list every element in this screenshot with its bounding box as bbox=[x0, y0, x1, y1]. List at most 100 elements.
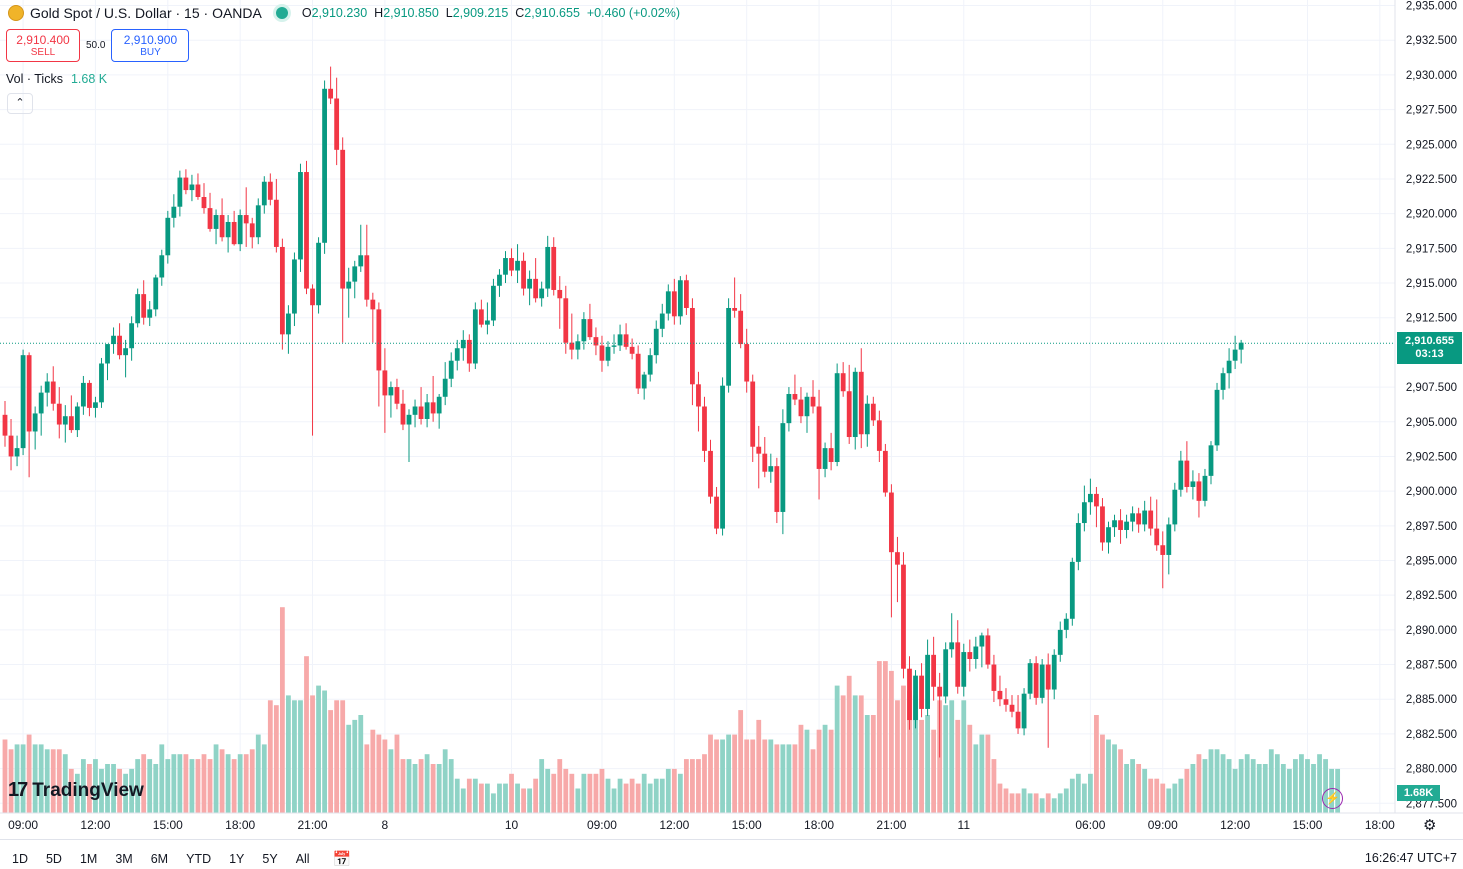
volume-bar bbox=[111, 764, 116, 813]
volume-bar bbox=[521, 788, 526, 813]
volume-bar bbox=[243, 754, 249, 813]
volume-bar bbox=[1136, 764, 1142, 813]
volume-bar bbox=[1075, 773, 1081, 813]
volume-bar bbox=[44, 749, 50, 813]
volume-bar bbox=[1311, 764, 1316, 813]
change-value: +0.460 (+0.02%) bbox=[586, 6, 680, 20]
volume-bar bbox=[629, 778, 635, 813]
volume-bar bbox=[907, 690, 912, 813]
candle-body bbox=[665, 291, 671, 314]
range-3m[interactable]: 3M bbox=[115, 851, 133, 866]
candle-body bbox=[454, 348, 460, 361]
volume-bar bbox=[919, 719, 924, 813]
candle-body bbox=[388, 387, 394, 396]
volume-legend[interactable]: Vol · Ticks 1.68 K bbox=[6, 72, 107, 86]
sell-label: SELL bbox=[30, 47, 56, 58]
candle-body bbox=[394, 387, 400, 404]
volume-bar bbox=[901, 685, 906, 813]
volume-bar bbox=[515, 783, 520, 813]
volume-bar bbox=[955, 719, 961, 813]
candle-body bbox=[400, 403, 406, 425]
volume-bar bbox=[804, 729, 810, 813]
range-1d[interactable]: 1D bbox=[12, 851, 28, 866]
volume-bar bbox=[677, 773, 683, 813]
candle-body bbox=[1232, 349, 1238, 361]
range-5d[interactable]: 5D bbox=[45, 851, 62, 866]
volume-bar bbox=[876, 661, 882, 813]
candle-body bbox=[1118, 520, 1123, 530]
utc-clock[interactable]: 16:26:47 UTC+7 bbox=[1364, 851, 1457, 865]
candle-body bbox=[273, 199, 279, 247]
candle-body bbox=[1172, 489, 1178, 525]
volume-bar bbox=[1208, 749, 1214, 813]
symbol-title[interactable]: Gold Spot / U.S. Dollar · 15 · OANDA bbox=[30, 5, 262, 21]
candle-body bbox=[870, 403, 876, 421]
range-1m[interactable]: 1M bbox=[79, 851, 98, 866]
volume-bar bbox=[1015, 793, 1021, 813]
volume-bar bbox=[135, 759, 141, 813]
candle-body bbox=[322, 88, 327, 243]
candle-body bbox=[117, 335, 122, 356]
collapse-legend-button[interactable]: ⌃ bbox=[7, 93, 33, 114]
candle-body bbox=[527, 278, 533, 289]
volume-bars bbox=[2, 607, 1341, 813]
candle-body bbox=[74, 406, 80, 431]
volume-bar bbox=[931, 729, 937, 813]
candle-body bbox=[750, 381, 756, 447]
candle-body bbox=[261, 181, 267, 206]
range-all[interactable]: All bbox=[295, 851, 310, 866]
candle-body bbox=[99, 363, 104, 403]
candle-body bbox=[1051, 654, 1057, 690]
volume-bar bbox=[1244, 754, 1250, 813]
spread-value: 50.0 bbox=[86, 40, 106, 51]
range-ytd[interactable]: YTD bbox=[186, 851, 212, 866]
volume-bar bbox=[726, 734, 731, 813]
volume-bar bbox=[310, 695, 315, 813]
volume-bar bbox=[1130, 759, 1136, 813]
sell-button[interactable]: 2,910.400 SELL bbox=[6, 29, 80, 62]
candle-body bbox=[406, 414, 412, 425]
calendar-icon[interactable]: 📅 bbox=[332, 850, 352, 868]
volume-bar bbox=[340, 700, 346, 813]
volume-bar bbox=[346, 724, 352, 813]
candle-body bbox=[8, 435, 14, 457]
volume-bar bbox=[460, 788, 466, 813]
volume-bar bbox=[183, 754, 189, 813]
volume-bar bbox=[292, 700, 297, 813]
last-volume-tag: 1.68K bbox=[1397, 785, 1440, 801]
candle-body bbox=[1081, 502, 1087, 524]
volume-bar bbox=[1184, 768, 1190, 813]
volume-bar bbox=[322, 690, 327, 813]
volume-bar bbox=[99, 768, 104, 813]
tradingview-logo[interactable]: 17 TradingView bbox=[8, 779, 144, 802]
range-5y[interactable]: 5Y bbox=[262, 851, 278, 866]
volume-bar bbox=[750, 739, 756, 813]
time-tick-label: 12:00 bbox=[80, 818, 110, 832]
price-tick-label: 2,907.500 bbox=[1406, 382, 1457, 394]
gear-icon[interactable]: ⚙ bbox=[1423, 817, 1437, 834]
candle-body bbox=[756, 446, 762, 454]
candle-body bbox=[26, 355, 32, 432]
candle-body bbox=[298, 172, 303, 260]
candle-body bbox=[1094, 493, 1099, 507]
volume-bar bbox=[509, 773, 514, 813]
lightning-icon[interactable]: ⚡ bbox=[1322, 788, 1343, 809]
candle-body bbox=[1160, 545, 1166, 555]
volume-bar bbox=[237, 754, 243, 813]
candle-body bbox=[328, 88, 334, 99]
range-6m[interactable]: 6M bbox=[150, 851, 169, 866]
volume-bar bbox=[1238, 759, 1244, 813]
candle-body bbox=[32, 413, 38, 432]
buy-button[interactable]: 2,910.900 BUY bbox=[111, 29, 190, 62]
volume-bar bbox=[20, 744, 26, 813]
volume-bar bbox=[1033, 793, 1039, 813]
range-1y[interactable]: 1Y bbox=[229, 851, 245, 866]
candle-body bbox=[80, 382, 86, 407]
volume-bar bbox=[1112, 744, 1117, 813]
candle-body bbox=[1063, 618, 1069, 630]
volume-bar bbox=[864, 715, 870, 813]
price-tick-label: 2,900.000 bbox=[1406, 486, 1457, 498]
candle-body bbox=[696, 384, 701, 407]
volume-bar bbox=[1317, 754, 1322, 813]
